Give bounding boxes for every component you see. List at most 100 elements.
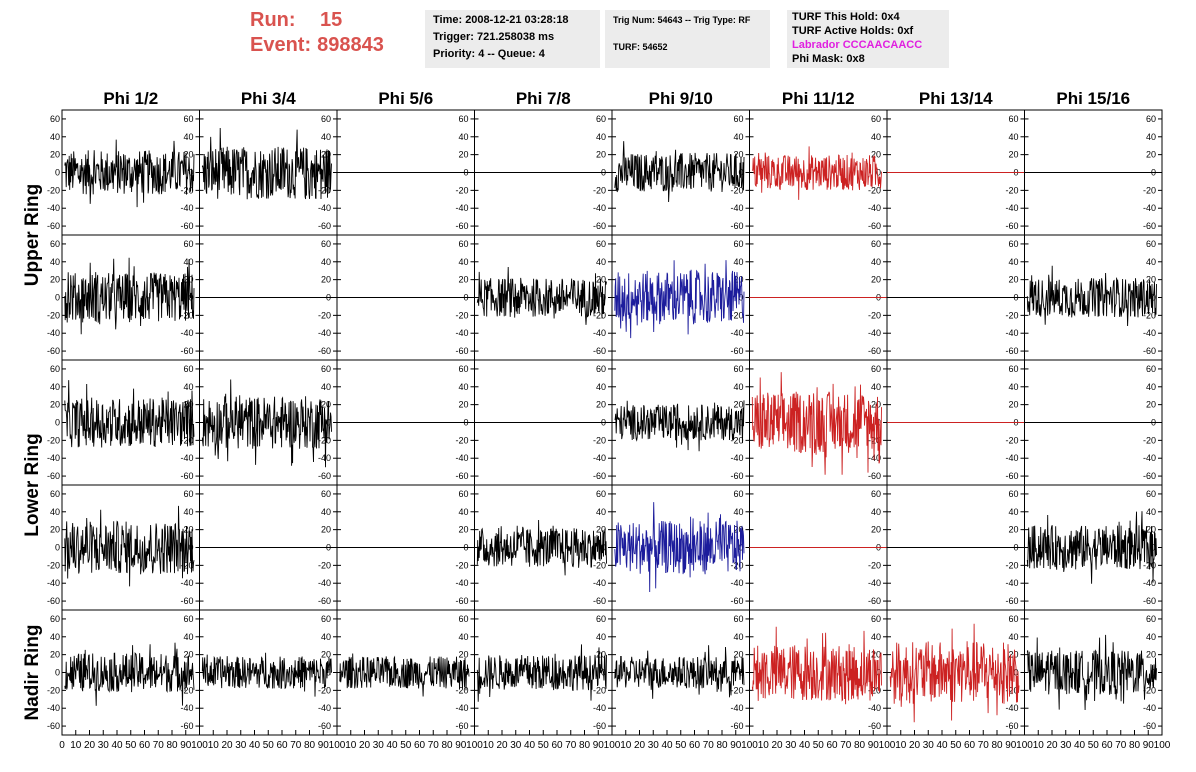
y-tick-label: 40 — [321, 632, 331, 642]
y-tick-label: 20 — [733, 275, 743, 285]
x-tick-label: 90 — [318, 740, 330, 751]
y-tick-label: 60 — [321, 614, 331, 624]
y-tick-label: -40 — [318, 203, 331, 213]
y-tick-label: 20 — [871, 150, 881, 160]
y-tick-label: 20 — [1146, 525, 1156, 535]
y-tick-label: 0 — [463, 668, 468, 678]
x-tick-label: 20 — [1046, 740, 1058, 751]
y-tick-label: -40 — [180, 328, 193, 338]
y-tick-label: 40 — [458, 632, 468, 642]
x-tick-label: 40 — [111, 740, 123, 751]
waveform-trace — [64, 380, 195, 448]
x-tick-label: 30 — [648, 740, 660, 751]
y-tick-label: -60 — [455, 721, 468, 731]
y-tick-label: 40 — [183, 132, 193, 142]
y-tick-label: -60 — [868, 471, 881, 481]
y-tick-label: 0 — [55, 293, 60, 303]
y-tick-label: -20 — [1143, 685, 1156, 695]
x-tick-label: 80 — [166, 740, 178, 751]
y-tick-label: 60 — [871, 114, 881, 124]
x-tick-label: 20 — [771, 740, 783, 751]
y-tick-label: -60 — [593, 596, 606, 606]
x-tick-label: 90 — [180, 740, 192, 751]
x-tick-label: 80 — [441, 740, 453, 751]
y-tick-label: -20 — [868, 560, 881, 570]
y-tick-label: -40 — [593, 203, 606, 213]
y-tick-label: -40 — [47, 703, 60, 713]
waveform-trace — [201, 652, 332, 697]
y-tick-label: -60 — [1005, 221, 1018, 231]
y-tick-label: 20 — [458, 275, 468, 285]
y-tick-label: 40 — [596, 507, 606, 517]
y-tick-label: 40 — [733, 507, 743, 517]
y-tick-label: 60 — [50, 364, 60, 374]
y-tick-label: -40 — [318, 703, 331, 713]
y-tick-label: -40 — [868, 453, 881, 463]
y-tick-label: -60 — [593, 346, 606, 356]
y-tick-label: -60 — [47, 221, 60, 231]
x-tick-label: 100 — [879, 740, 896, 751]
y-tick-label: 60 — [733, 364, 743, 374]
x-tick-label: 90 — [455, 740, 467, 751]
y-tick-label: 60 — [871, 364, 881, 374]
waveform-trace — [614, 260, 745, 339]
x-tick-label: 50 — [538, 740, 550, 751]
y-tick-label: -40 — [180, 578, 193, 588]
y-tick-label: 40 — [733, 632, 743, 642]
y-tick-label: 60 — [183, 239, 193, 249]
y-tick-label: -20 — [455, 560, 468, 570]
y-tick-label: 20 — [183, 150, 193, 160]
y-tick-label: -60 — [1005, 471, 1018, 481]
y-tick-label: -60 — [1143, 721, 1156, 731]
y-tick-label: -20 — [47, 310, 60, 320]
y-tick-label: 20 — [321, 525, 331, 535]
y-tick-label: 40 — [50, 632, 60, 642]
y-tick-label: 20 — [183, 650, 193, 660]
y-tick-label: 20 — [1146, 400, 1156, 410]
waveform-trace — [614, 502, 745, 593]
y-tick-label: 20 — [871, 650, 881, 660]
waveform-trace — [751, 372, 882, 475]
y-tick-label: -60 — [730, 221, 743, 231]
y-tick-label: 0 — [55, 168, 60, 178]
y-tick-label: -20 — [1005, 310, 1018, 320]
y-tick-label: 20 — [1008, 275, 1018, 285]
turf-this-hold-text: TURF This Hold: 0x4 — [792, 11, 900, 23]
y-tick-label: 0 — [876, 168, 881, 178]
y-tick-label: 60 — [871, 614, 881, 624]
x-tick-label: 40 — [386, 740, 398, 751]
y-tick-label: -60 — [318, 596, 331, 606]
waveform-trace — [64, 505, 195, 587]
x-tick-label: 20 — [909, 740, 921, 751]
y-tick-label: 40 — [50, 257, 60, 267]
y-tick-label: 40 — [1008, 132, 1018, 142]
x-tick-label: 80 — [991, 740, 1003, 751]
y-tick-label: -20 — [1005, 435, 1018, 445]
y-tick-label: -20 — [318, 310, 331, 320]
y-tick-label: -20 — [455, 435, 468, 445]
y-tick-label: -60 — [730, 721, 743, 731]
event-value: 898843 — [317, 34, 384, 56]
x-tick-label: 30 — [510, 740, 522, 751]
y-tick-label: -60 — [1005, 346, 1018, 356]
x-tick-label: 100 — [1016, 740, 1033, 751]
y-tick-label: 20 — [458, 150, 468, 160]
x-tick-label: 60 — [689, 740, 701, 751]
y-tick-label: 40 — [50, 507, 60, 517]
waveform-trace — [64, 139, 195, 208]
column-header: Phi 13/14 — [919, 89, 993, 108]
y-tick-label: -20 — [1143, 185, 1156, 195]
y-tick-label: 40 — [458, 507, 468, 517]
y-tick-label: 40 — [458, 257, 468, 267]
y-tick-label: 40 — [321, 382, 331, 392]
y-tick-label: -60 — [318, 346, 331, 356]
x-tick-label: 60 — [964, 740, 976, 751]
waveform-trace — [64, 257, 195, 335]
waveform-trace — [1026, 265, 1157, 327]
x-tick-label: 80 — [716, 740, 728, 751]
y-tick-label: 20 — [596, 275, 606, 285]
y-tick-label: -60 — [868, 221, 881, 231]
y-tick-label: 20 — [458, 525, 468, 535]
y-tick-label: -20 — [730, 185, 743, 195]
y-tick-label: -20 — [455, 310, 468, 320]
